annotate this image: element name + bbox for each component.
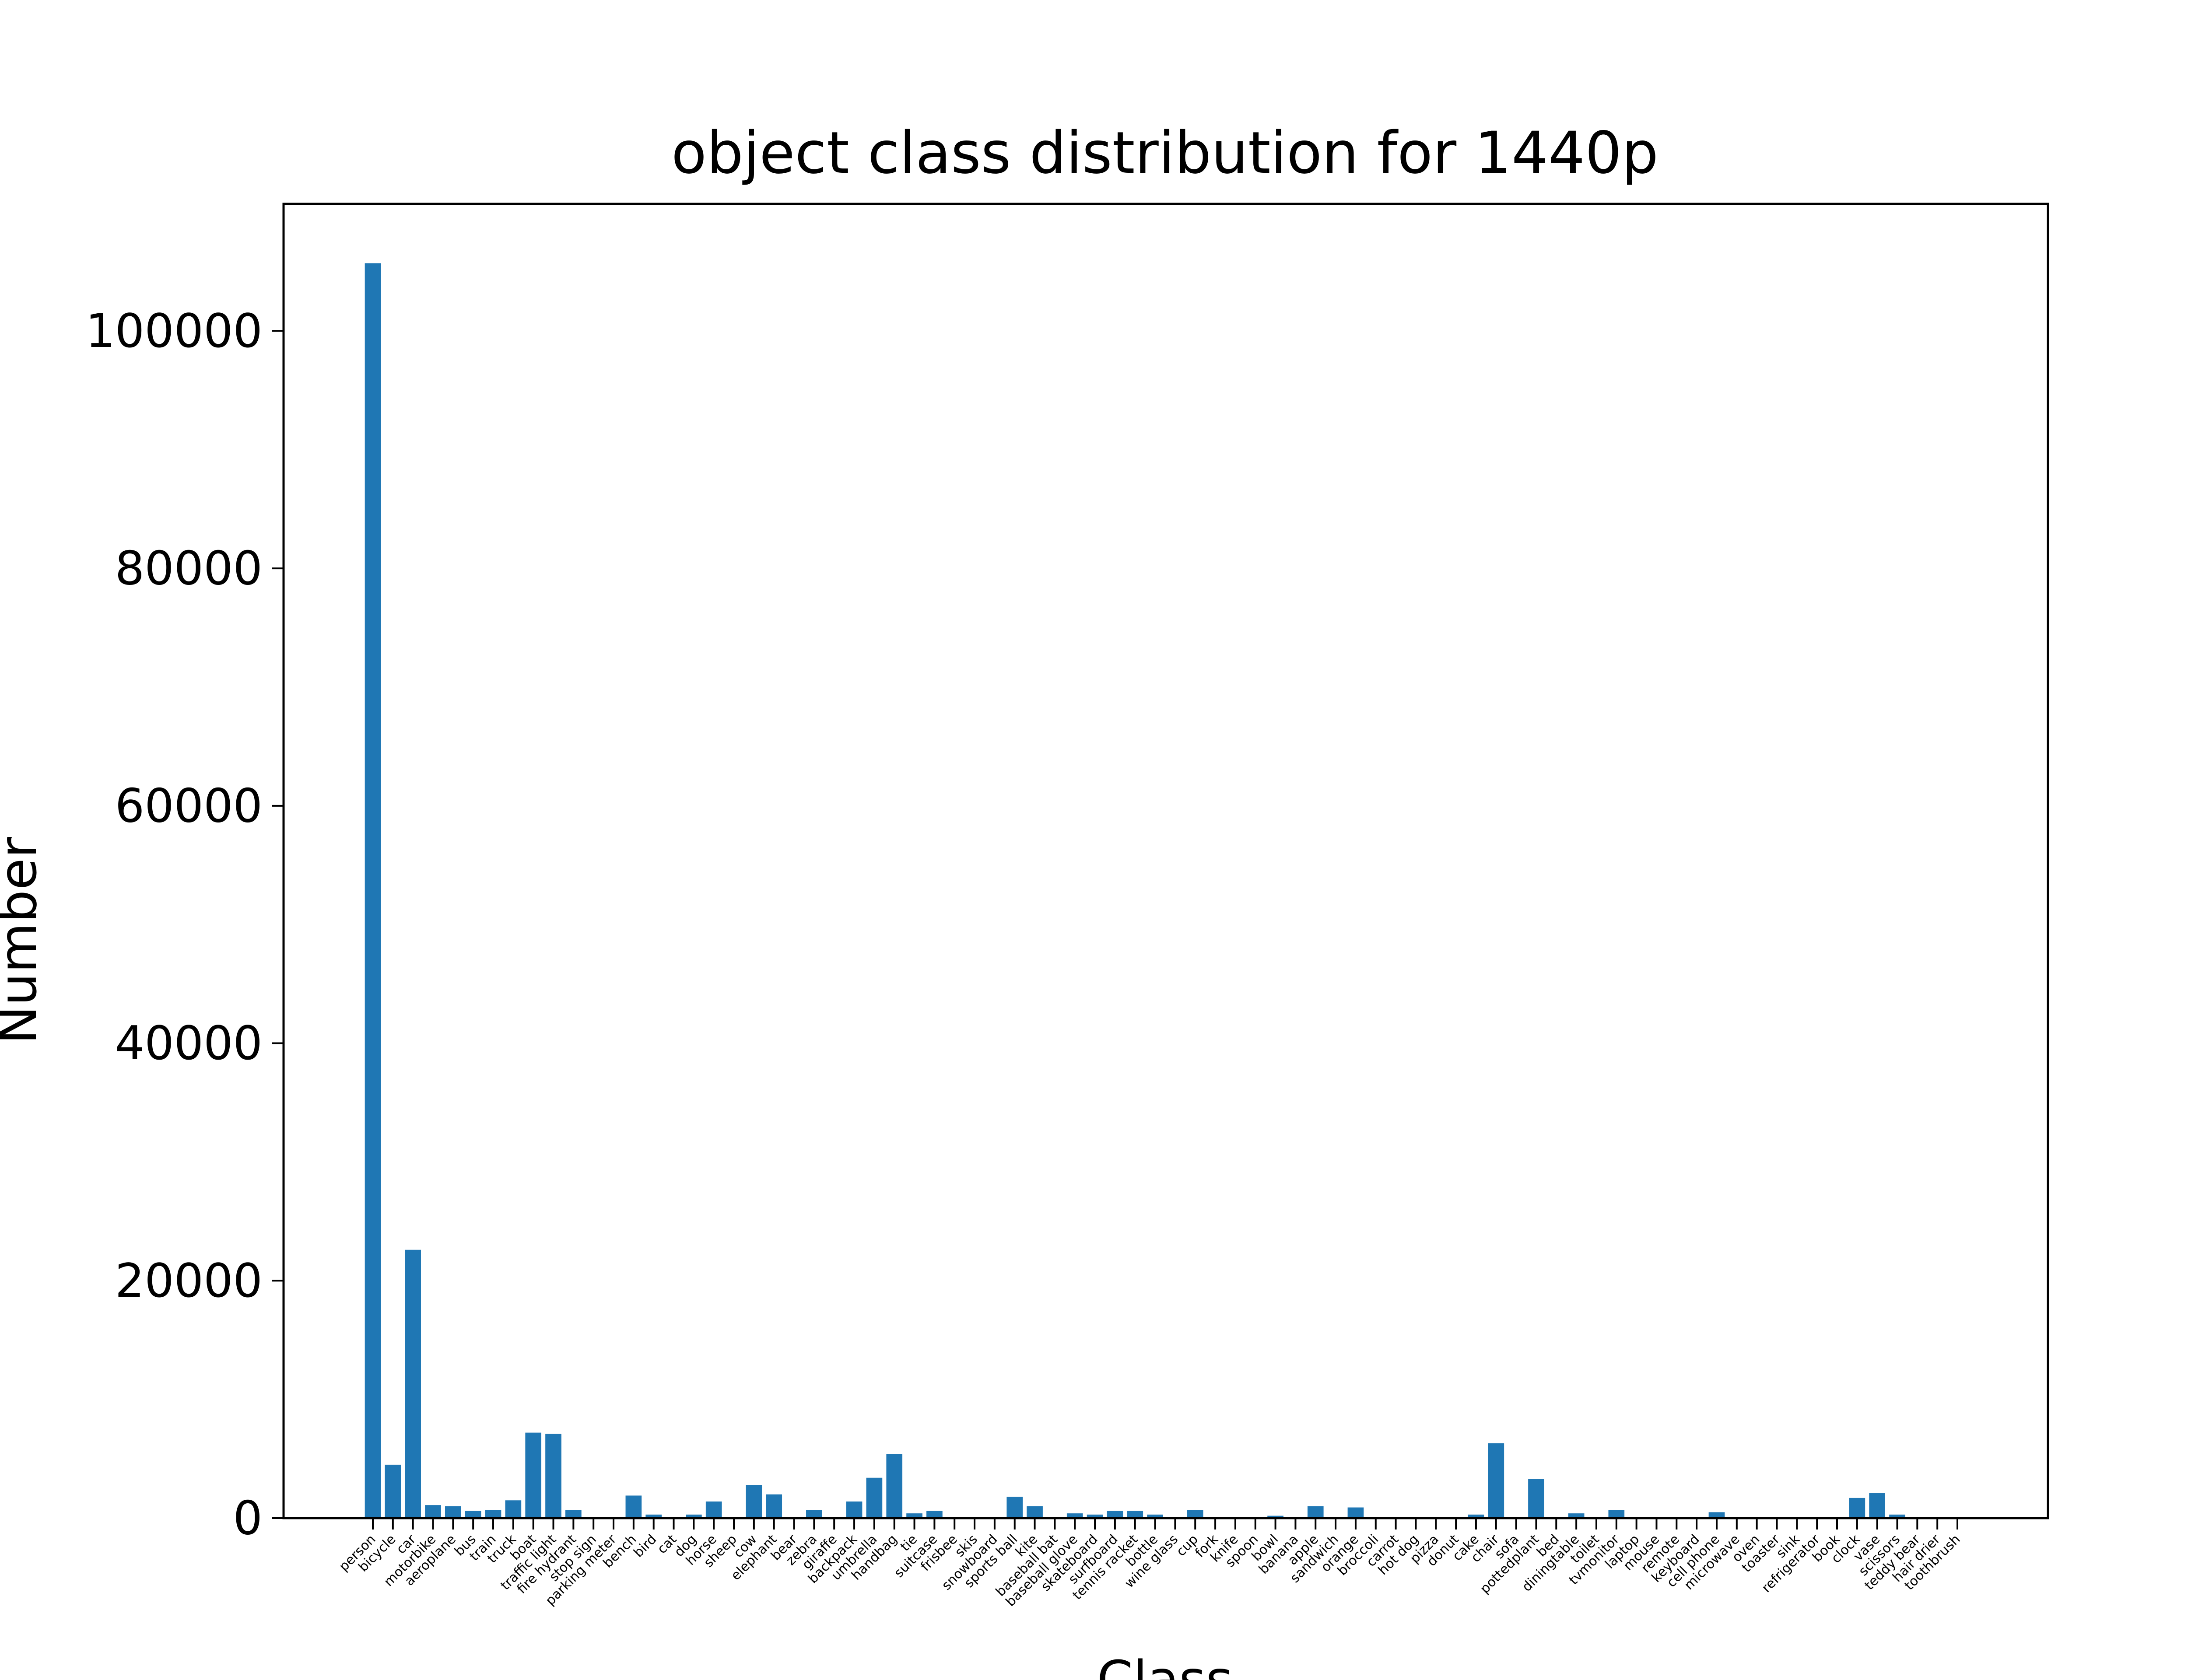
bar-suitcase [926, 1511, 943, 1518]
y-tick-label-60000: 60000 [115, 779, 263, 833]
bar-motorbike [425, 1505, 441, 1518]
bar-dog [686, 1514, 702, 1518]
bar-elephant [766, 1494, 782, 1518]
bars-layer [365, 263, 1905, 1518]
bar-backpack [846, 1502, 863, 1518]
bar-baseball-glove [1066, 1513, 1083, 1518]
bar-tie [906, 1513, 922, 1518]
bar-boat [525, 1432, 542, 1518]
chart-title: object class distribution for 1440p [671, 119, 1659, 187]
bar-tvmonitor [1608, 1510, 1625, 1518]
bar-pottedplant [1528, 1479, 1544, 1518]
bar-surfboard [1107, 1511, 1123, 1518]
bar-apple [1307, 1506, 1324, 1518]
bar-cow [746, 1485, 762, 1518]
bar-vase [1869, 1493, 1885, 1518]
bar-cell-phone [1708, 1512, 1725, 1518]
bar-car [405, 1250, 421, 1518]
bar-zebra [806, 1510, 822, 1518]
bar-truck [505, 1500, 522, 1518]
y-tick-label-0: 0 [233, 1491, 263, 1545]
bar-chair [1488, 1443, 1504, 1518]
bar-horse [705, 1502, 722, 1518]
bar-umbrella [866, 1477, 883, 1518]
bar-bowl [1267, 1516, 1283, 1518]
bar-traffic-light [545, 1434, 561, 1518]
bar-skateboard [1087, 1514, 1103, 1518]
y-tick-label-20000: 20000 [115, 1254, 263, 1308]
bar-cup [1187, 1510, 1203, 1518]
bar-person [365, 263, 381, 1518]
bar-kite [1027, 1506, 1043, 1518]
bar-fire-hydrant [565, 1510, 582, 1518]
bar-sports-ball [1006, 1497, 1023, 1518]
bar-bottle [1147, 1514, 1163, 1518]
bar-train [485, 1510, 501, 1518]
bar-handbag [886, 1454, 903, 1518]
bar-diningtable [1568, 1513, 1585, 1518]
y-tick-label-40000: 40000 [115, 1016, 263, 1070]
bar-bus [465, 1511, 481, 1518]
bar-tennis-racket [1127, 1511, 1143, 1518]
bar-clock [1849, 1498, 1865, 1518]
y-axis: 0 20000 40000 60000 80000 100000 [85, 304, 284, 1545]
y-tick-label-80000: 80000 [115, 542, 263, 595]
bar-bicycle [385, 1464, 401, 1518]
y-axis-label: Number [0, 837, 48, 1045]
bar-scissors [1889, 1514, 1905, 1518]
x-axis: personbicyclecarmotorbikeaeroplanebustra… [336, 1518, 1964, 1610]
x-axis-label: Class [1097, 1649, 1233, 1680]
bar-orange [1347, 1507, 1364, 1518]
bar-aeroplane [445, 1506, 461, 1518]
bar-bird [645, 1514, 662, 1518]
bar-bench [625, 1495, 642, 1518]
y-tick-label-100000: 100000 [85, 304, 263, 358]
bar-cake [1468, 1514, 1484, 1518]
plot-frame [282, 203, 2049, 1519]
